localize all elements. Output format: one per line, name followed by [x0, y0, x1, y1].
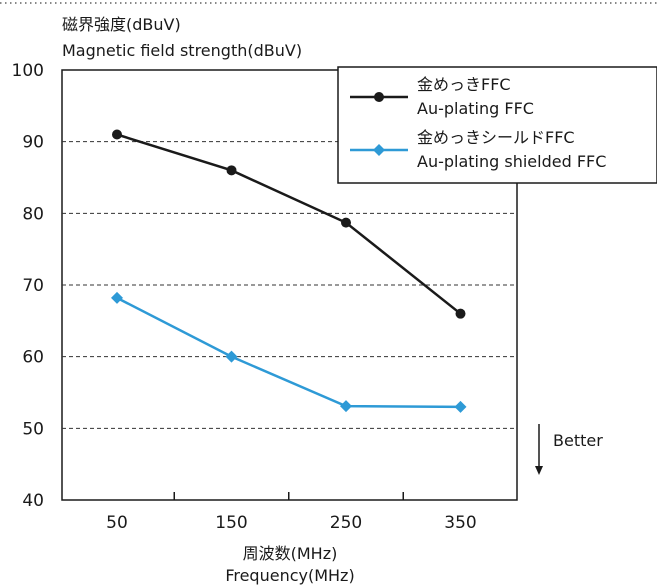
legend-label-au-plating-en: Au-plating FFC: [417, 99, 534, 118]
data-point-diamond: [340, 400, 352, 413]
y-axis-title-jp: 磁界強度(dBuV): [62, 15, 181, 34]
legend-label-shielded-jp: 金めっきシールドFFC: [417, 128, 575, 147]
y-tick-label: 60: [22, 348, 44, 368]
better-arrow-head: [535, 466, 543, 475]
data-point-circle: [226, 165, 237, 176]
y-tick-label: 40: [22, 491, 44, 511]
better-annotation: Better: [553, 431, 603, 450]
grid-lines: [62, 141, 517, 429]
y-tick-label: 50: [22, 419, 44, 439]
y-axis-title-en: Magnetic field strength(dBuV): [62, 41, 302, 60]
y-tick-label: 70: [22, 276, 44, 296]
series-lines: [111, 129, 467, 413]
legend-box: [337, 66, 657, 184]
legend-label-au-plating-jp: 金めっきFFC: [417, 75, 511, 94]
series-line-1: [116, 296, 461, 409]
legend-label-shielded-en: Au-plating shielded FFC: [417, 152, 606, 171]
data-point-circle: [455, 308, 466, 319]
x-tick-label: 250: [330, 513, 362, 533]
x-axis-title-en: Frequency(MHz): [225, 566, 354, 585]
series-line-0: [116, 133, 462, 315]
legend-marker-circle: [374, 92, 384, 102]
x-axis-title-jp: 周波数(MHz): [243, 544, 338, 563]
y-tick-labels: 100 90 80 70 60 50 40: [12, 61, 44, 511]
data-point-diamond: [111, 291, 123, 304]
legend-marker-diamond: [373, 144, 385, 156]
x-tick-label: 150: [215, 513, 247, 533]
data-point-circle: [112, 129, 122, 140]
data-point-circle: [341, 217, 351, 228]
data-point-diamond: [454, 400, 467, 413]
x-tick-label: 350: [444, 513, 476, 533]
x-tick-labels: 50 150 250 350: [106, 492, 477, 533]
data-point-diamond: [225, 350, 238, 363]
y-tick-label: 100: [12, 61, 44, 81]
x-tick-label: 50: [106, 513, 128, 533]
y-tick-label: 90: [22, 133, 44, 153]
y-tick-label: 80: [22, 204, 44, 224]
